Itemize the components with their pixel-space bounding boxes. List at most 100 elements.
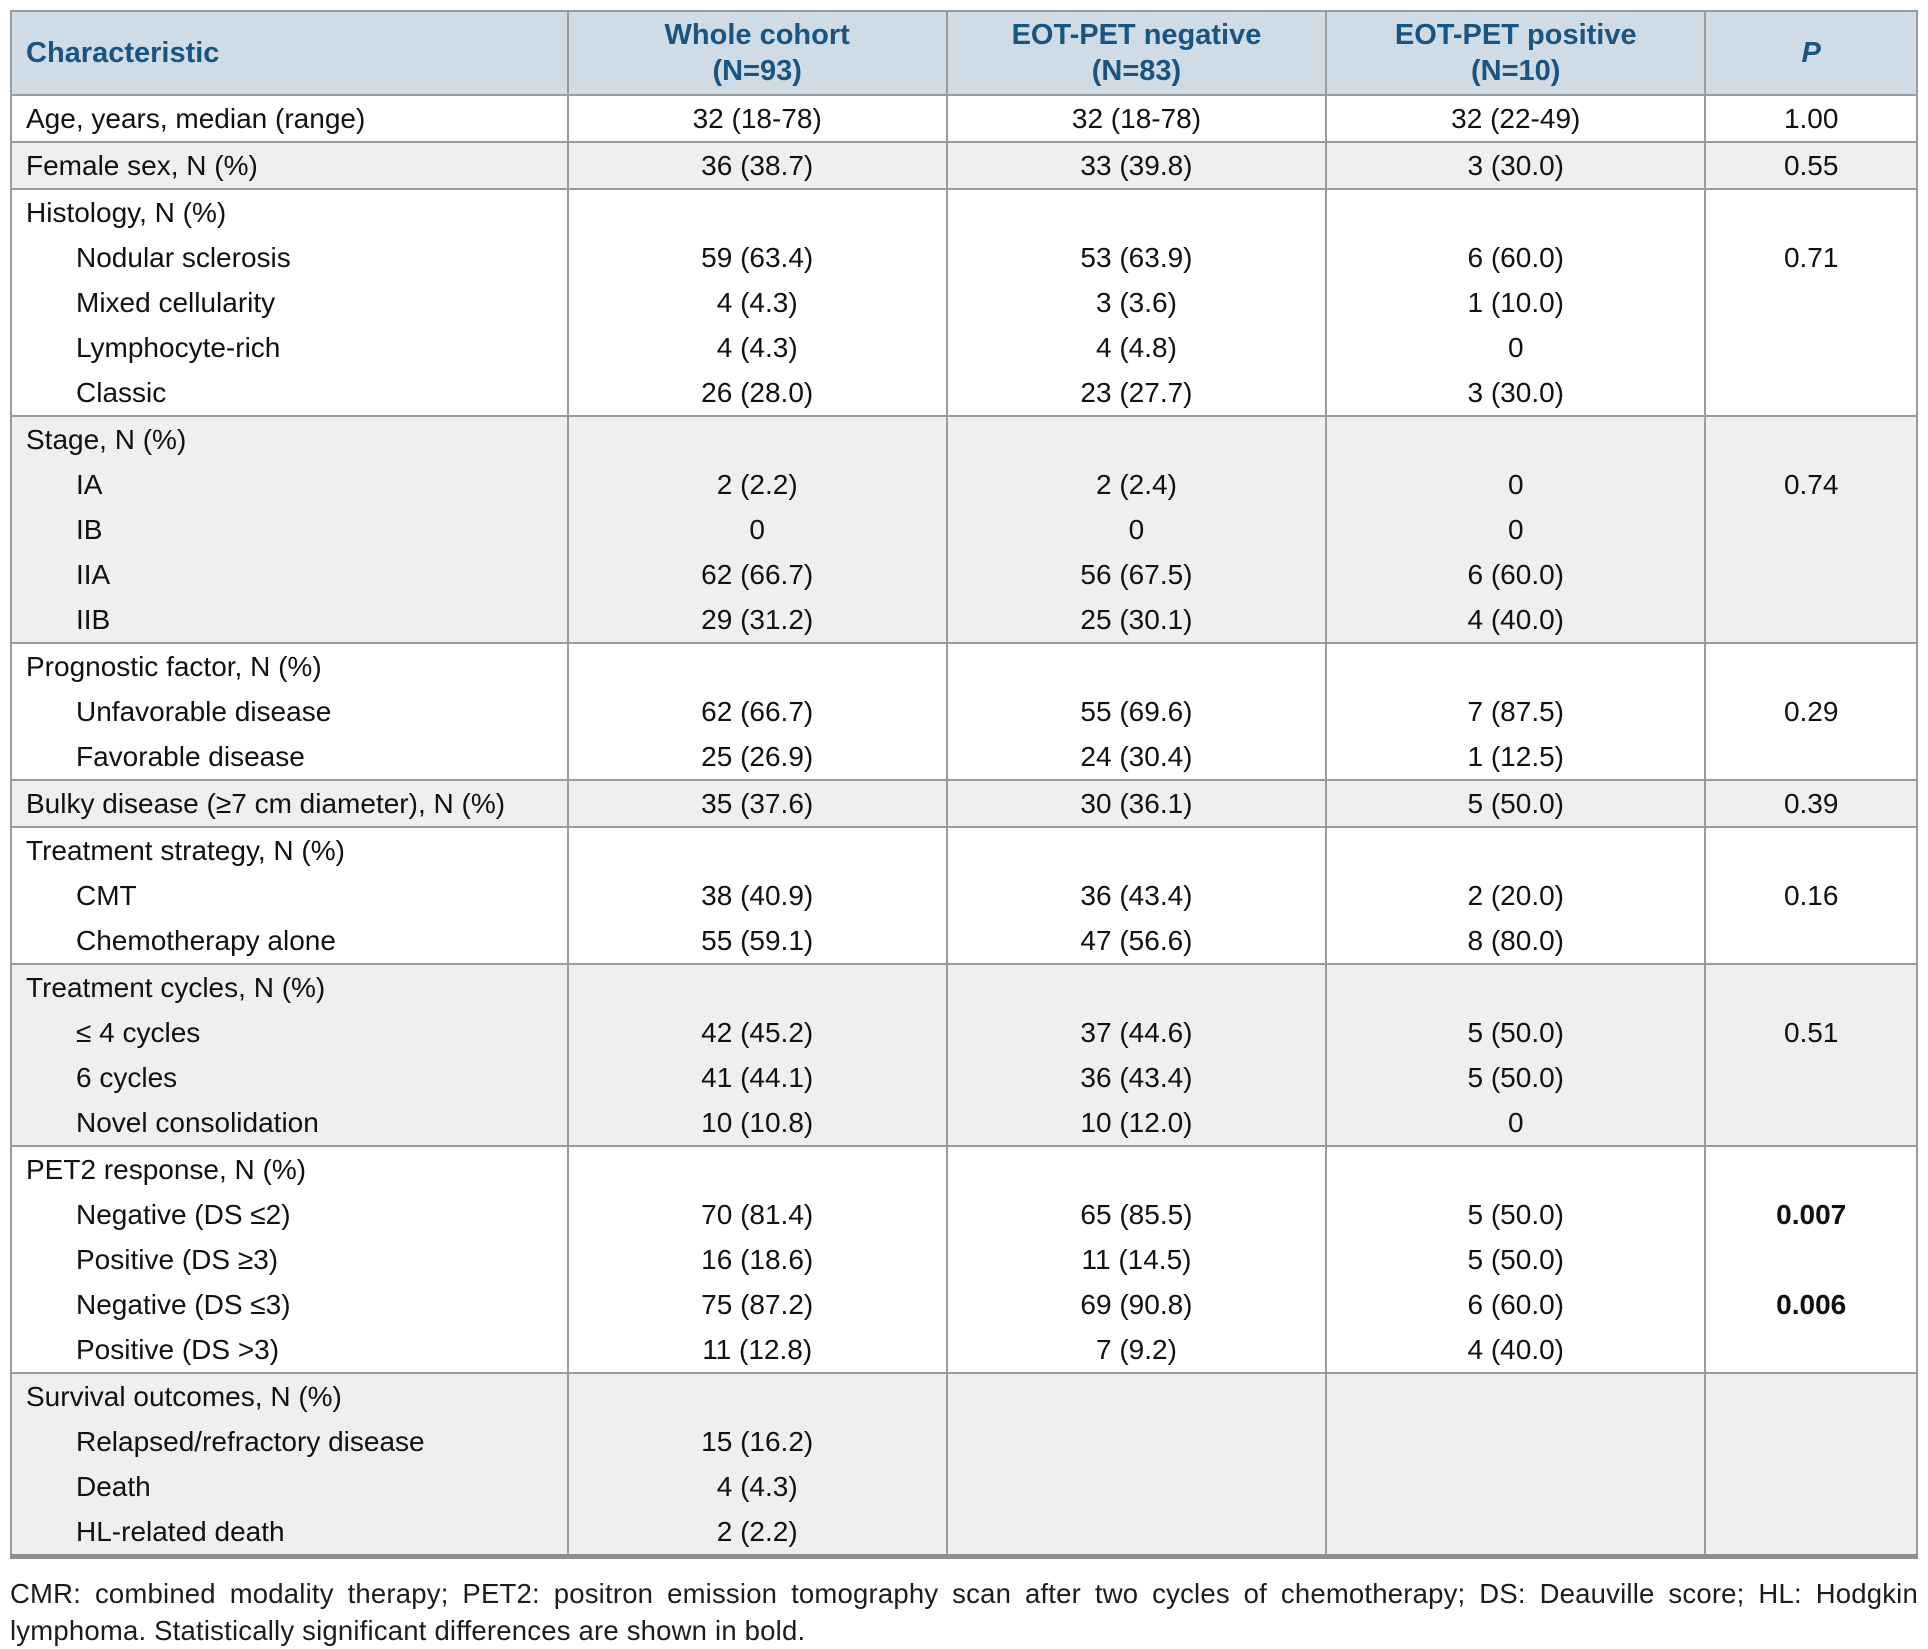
p-value <box>1704 507 1917 552</box>
p-value: 1.00 <box>1704 95 1917 142</box>
whole-cohort-value <box>566 963 947 1010</box>
eot-pet-positive-value: 0 <box>1325 1100 1706 1146</box>
whole-cohort-value: 2 (2.2) <box>566 1509 947 1557</box>
table-row: IIA 62 (66.7) 56 (67.5) 6 (60.0) <box>10 552 1917 597</box>
column-header-title: EOT-PET negative <box>1011 19 1262 51</box>
eot-pet-positive-value: 6 (60.0) <box>1325 235 1706 280</box>
whole-cohort-value <box>566 415 947 462</box>
row-label: Negative (DS ≤3) <box>10 1282 568 1327</box>
eot-pet-positive-value: 32 (22-49) <box>1325 95 1706 142</box>
whole-cohort-value: 36 (38.7) <box>566 141 947 189</box>
whole-cohort-value: 15 (16.2) <box>566 1419 947 1464</box>
p-value <box>1704 597 1917 643</box>
p-value <box>1704 1372 1917 1419</box>
row-label: IIB <box>10 597 568 643</box>
eot-pet-positive-value: 6 (60.0) <box>1325 552 1706 597</box>
whole-cohort-value: 10 (10.8) <box>566 1100 947 1146</box>
eot-pet-positive-value: 0 <box>1325 507 1706 552</box>
eot-pet-negative-value: 65 (85.5) <box>945 1192 1327 1237</box>
row-label: Nodular sclerosis <box>10 235 568 280</box>
row-label: Negative (DS ≤2) <box>10 1192 568 1237</box>
eot-pet-negative-value <box>945 963 1327 1010</box>
whole-cohort-value: 32 (18-78) <box>566 95 947 142</box>
whole-cohort-value: 62 (66.7) <box>566 552 947 597</box>
table-row: Age, years, median (range) 32 (18-78) 32… <box>10 95 1917 142</box>
table-row: Classic 26 (28.0) 23 (27.7) 3 (30.0) <box>10 370 1917 416</box>
row-label: ≤ 4 cycles <box>10 1010 568 1055</box>
table-row: Favorable disease 25 (26.9) 24 (30.4) 1 … <box>10 734 1917 780</box>
eot-pet-negative-value: 2 (2.4) <box>945 462 1327 507</box>
eot-pet-negative-value <box>945 642 1327 689</box>
whole-cohort-value <box>566 1145 947 1192</box>
table-row: Treatment strategy, N (%) <box>10 826 1917 873</box>
row-label: IIA <box>10 552 568 597</box>
row-label: IB <box>10 507 568 552</box>
column-header-title: Whole cohort <box>664 19 850 51</box>
p-value <box>1704 1237 1917 1282</box>
eot-pet-negative-value <box>945 1419 1327 1464</box>
table-row: Stage, N (%) <box>10 415 1917 462</box>
whole-cohort-value: 35 (37.6) <box>566 779 947 827</box>
row-label: HL-related death <box>10 1509 568 1557</box>
whole-cohort-value <box>566 642 947 689</box>
table-row: Negative (DS ≤2) 70 (81.4) 65 (85.5) 5 (… <box>10 1192 1917 1237</box>
p-value <box>1704 1464 1917 1509</box>
eot-pet-positive-value <box>1325 963 1706 1010</box>
eot-pet-positive-value: 5 (50.0) <box>1325 1192 1706 1237</box>
row-label: PET2 response, N (%) <box>10 1145 568 1192</box>
row-label: 6 cycles <box>10 1055 568 1100</box>
eot-pet-negative-value: 33 (39.8) <box>945 141 1327 189</box>
table-row: PET2 response, N (%) <box>10 1145 1917 1192</box>
table-row: Novel consolidation 10 (10.8) 10 (12.0) … <box>10 1100 1917 1146</box>
p-value <box>1704 642 1917 689</box>
eot-pet-positive-value: 7 (87.5) <box>1325 689 1706 734</box>
table-row: IA 2 (2.2) 2 (2.4) 0 0.74 <box>10 462 1917 507</box>
eot-pet-positive-value: 5 (50.0) <box>1325 779 1706 827</box>
eot-pet-positive-value: 1 (10.0) <box>1325 280 1706 325</box>
row-label: Treatment strategy, N (%) <box>10 826 568 873</box>
eot-pet-positive-value <box>1325 415 1706 462</box>
whole-cohort-value: 59 (63.4) <box>566 235 947 280</box>
table-row: HL-related death 2 (2.2) <box>10 1509 1917 1557</box>
column-header-eot-pet-positive: EOT-PET positive (N=10) <box>1325 11 1706 96</box>
header-row: Characteristic Whole cohort (N=93) EOT-P… <box>10 11 1917 96</box>
p-value: 0.29 <box>1704 689 1917 734</box>
eot-pet-negative-value: 30 (36.1) <box>945 779 1327 827</box>
whole-cohort-value <box>566 188 947 235</box>
p-value-label: P <box>1801 37 1821 69</box>
eot-pet-positive-value <box>1325 1509 1706 1557</box>
table-row: Lymphocyte-rich 4 (4.3) 4 (4.8) 0 <box>10 325 1917 370</box>
whole-cohort-value: 2 (2.2) <box>566 462 947 507</box>
row-label: Favorable disease <box>10 734 568 780</box>
whole-cohort-value: 55 (59.1) <box>566 918 947 964</box>
table-header: Characteristic Whole cohort (N=93) EOT-P… <box>10 11 1917 96</box>
eot-pet-positive-value: 5 (50.0) <box>1325 1055 1706 1100</box>
row-label: Age, years, median (range) <box>10 95 568 142</box>
whole-cohort-value: 70 (81.4) <box>566 1192 947 1237</box>
eot-pet-negative-value: 11 (14.5) <box>945 1237 1327 1282</box>
row-label: Prognostic factor, N (%) <box>10 642 568 689</box>
table-row: Bulky disease (≥7 cm diameter), N (%) 35… <box>10 779 1917 827</box>
p-value <box>1704 325 1917 370</box>
column-header-p-value: P <box>1704 11 1917 96</box>
p-value: 0.006 <box>1704 1282 1917 1327</box>
eot-pet-negative-value <box>945 826 1327 873</box>
table-row: CMT 38 (40.9) 36 (43.4) 2 (20.0) 0.16 <box>10 873 1917 918</box>
row-label: IA <box>10 462 568 507</box>
p-value <box>1704 1419 1917 1464</box>
eot-pet-positive-value <box>1325 642 1706 689</box>
p-value <box>1704 370 1917 416</box>
table-row: Chemotherapy alone 55 (59.1) 47 (56.6) 8… <box>10 918 1917 964</box>
whole-cohort-value: 62 (66.7) <box>566 689 947 734</box>
row-label: CMT <box>10 873 568 918</box>
whole-cohort-value: 26 (28.0) <box>566 370 947 416</box>
table-row: IB 0 0 0 <box>10 507 1917 552</box>
table-footnote: CMR: combined modality therapy; PET2: po… <box>10 1578 1918 1646</box>
row-label: Positive (DS >3) <box>10 1327 568 1373</box>
p-value <box>1704 280 1917 325</box>
eot-pet-positive-value: 6 (60.0) <box>1325 1282 1706 1327</box>
whole-cohort-value: 25 (26.9) <box>566 734 947 780</box>
whole-cohort-value: 42 (45.2) <box>566 1010 947 1055</box>
whole-cohort-value: 41 (44.1) <box>566 1055 947 1100</box>
